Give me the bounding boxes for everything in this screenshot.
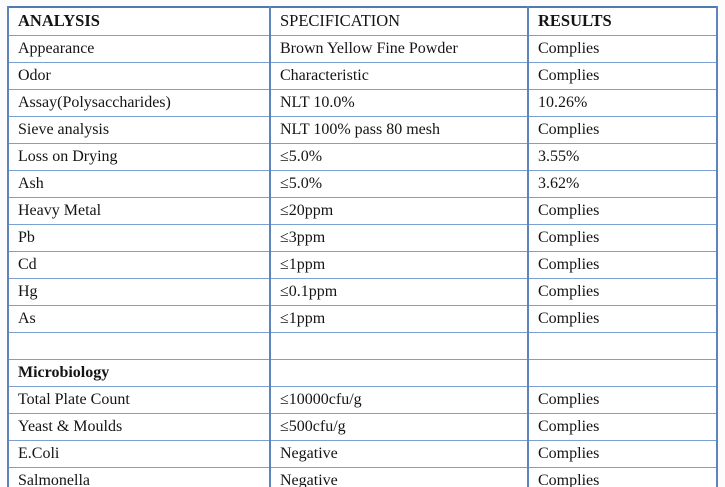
column-header-specification: SPECIFICATION: [269, 6, 529, 36]
table-row: E.Coli Negative Complies: [7, 440, 718, 468]
specification-cell: Characteristic: [269, 62, 529, 90]
table-row: Loss on Drying ≤5.0% 3.55%: [7, 143, 718, 171]
analysis-cell: Total Plate Count: [7, 386, 271, 414]
analysis-cell: E.Coli: [7, 440, 271, 468]
analysis-cell: Assay(Polysaccharides): [7, 89, 271, 117]
analysis-cell: Ash: [7, 170, 271, 198]
results-cell: [527, 332, 718, 360]
table-row: Total Plate Count ≤10000cfu/g Complies: [7, 386, 718, 414]
column-header-results: RESULTS: [527, 6, 718, 36]
table-row: As ≤1ppm Complies: [7, 305, 718, 333]
specification-cell: ≤10000cfu/g: [269, 386, 529, 414]
table-row: Cd ≤1ppm Complies: [7, 251, 718, 279]
table-row: Appearance Brown Yellow Fine Powder Comp…: [7, 35, 718, 63]
analysis-cell: Hg: [7, 278, 271, 306]
results-cell: Complies: [527, 467, 718, 487]
specification-table: ANALYSIS SPECIFICATION RESULTS Appearanc…: [7, 6, 718, 487]
table-header-row: ANALYSIS SPECIFICATION RESULTS: [7, 6, 718, 36]
results-cell: Complies: [527, 197, 718, 225]
results-cell: Complies: [527, 413, 718, 441]
analysis-cell: Appearance: [7, 35, 271, 63]
table-row: Yeast & Moulds ≤500cfu/g Complies: [7, 413, 718, 441]
analysis-cell: Salmonella: [7, 467, 271, 487]
table-row: Pb ≤3ppm Complies: [7, 224, 718, 252]
analysis-cell: Loss on Drying: [7, 143, 271, 171]
results-cell: 3.55%: [527, 143, 718, 171]
analysis-cell: Yeast & Moulds: [7, 413, 271, 441]
table-row: Ash ≤5.0% 3.62%: [7, 170, 718, 198]
results-cell: Complies: [527, 440, 718, 468]
results-cell: Complies: [527, 251, 718, 279]
specification-cell: ≤5.0%: [269, 170, 529, 198]
specification-cell: ≤20ppm: [269, 197, 529, 225]
results-cell: Complies: [527, 386, 718, 414]
specification-cell: [269, 332, 529, 360]
results-cell: Complies: [527, 278, 718, 306]
specification-cell: ≤3ppm: [269, 224, 529, 252]
table-row: Sieve analysis NLT 100% pass 80 mesh Com…: [7, 116, 718, 144]
results-cell: 3.62%: [527, 170, 718, 198]
results-cell: 10.26%: [527, 89, 718, 117]
results-cell: Complies: [527, 305, 718, 333]
analysis-cell: As: [7, 305, 271, 333]
results-cell: Complies: [527, 224, 718, 252]
analysis-cell: Microbiology: [7, 359, 271, 387]
results-cell: [527, 359, 718, 387]
specification-cell: Negative: [269, 467, 529, 487]
specification-cell: [269, 359, 529, 387]
specification-cell: ≤1ppm: [269, 305, 529, 333]
analysis-cell: Sieve analysis: [7, 116, 271, 144]
analysis-cell: [7, 332, 271, 360]
specification-cell: Brown Yellow Fine Powder: [269, 35, 529, 63]
table-row: Microbiology: [7, 359, 718, 387]
table-header: ANALYSIS SPECIFICATION RESULTS: [7, 6, 718, 36]
specification-cell: ≤0.1ppm: [269, 278, 529, 306]
table-row: Hg ≤0.1ppm Complies: [7, 278, 718, 306]
specification-cell: Negative: [269, 440, 529, 468]
table-body: Appearance Brown Yellow Fine Powder Comp…: [7, 35, 718, 487]
column-header-analysis: ANALYSIS: [7, 6, 271, 36]
table-row: Odor Characteristic Complies: [7, 62, 718, 90]
specification-cell: NLT 10.0%: [269, 89, 529, 117]
table-row: Salmonella Negative Complies: [7, 467, 718, 487]
analysis-cell: Pb: [7, 224, 271, 252]
analysis-cell: Cd: [7, 251, 271, 279]
results-cell: Complies: [527, 116, 718, 144]
table-row: Assay(Polysaccharides) NLT 10.0% 10.26%: [7, 89, 718, 117]
specification-cell: ≤5.0%: [269, 143, 529, 171]
table-row: Heavy Metal ≤20ppm Complies: [7, 197, 718, 225]
specification-cell: ≤500cfu/g: [269, 413, 529, 441]
results-cell: Complies: [527, 62, 718, 90]
analysis-cell: Odor: [7, 62, 271, 90]
specification-cell: ≤1ppm: [269, 251, 529, 279]
specification-cell: NLT 100% pass 80 mesh: [269, 116, 529, 144]
table-row: [7, 332, 718, 360]
analysis-cell: Heavy Metal: [7, 197, 271, 225]
results-cell: Complies: [527, 35, 718, 63]
